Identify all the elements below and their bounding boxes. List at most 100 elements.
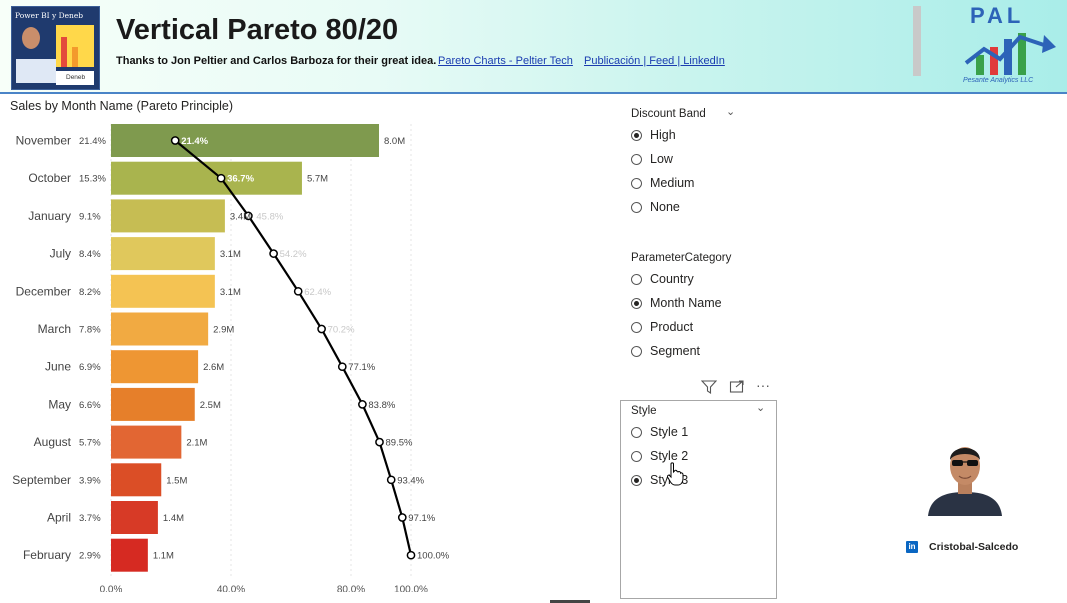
radio-label: Style 2 <box>650 449 689 463</box>
cumulative-point[interactable] <box>386 475 396 485</box>
filter-icon[interactable] <box>700 380 718 397</box>
discount-band-option[interactable]: Medium <box>631 174 694 192</box>
value-label: 2.6M <box>203 362 224 373</box>
bar[interactable] <box>111 312 209 346</box>
bar[interactable] <box>111 237 215 271</box>
cumulative-point[interactable] <box>337 362 347 372</box>
radio-label: Month Name <box>650 296 722 310</box>
cumulative-label: 93.4% <box>397 475 424 486</box>
share-label: 5.7% <box>79 438 101 449</box>
bar[interactable] <box>111 463 162 497</box>
chevron-down-icon[interactable]: ⌄ <box>726 106 736 118</box>
bar[interactable] <box>111 538 148 572</box>
discount-band-option[interactable]: High <box>631 126 676 144</box>
style-title: Style <box>631 405 657 417</box>
share-label: 15.3% <box>79 174 106 185</box>
avatar <box>928 447 1002 516</box>
bar[interactable] <box>111 387 195 421</box>
cumulative-point[interactable] <box>269 249 278 258</box>
header-divider <box>913 6 921 76</box>
page-subtitle: Thanks to Jon Peltier and Carlos Barboza… <box>116 55 437 67</box>
cumulative-label: 83.8% <box>368 400 395 411</box>
discount-band-option[interactable]: None <box>631 198 680 216</box>
logo-subtitle: Pesante Analytics LLC <box>963 77 1034 84</box>
radio-button[interactable] <box>631 474 642 486</box>
value-label: 3.1M <box>220 249 241 260</box>
value-label: 1.1M <box>153 551 174 562</box>
cumulative-label: 100.0% <box>417 551 450 562</box>
cumulative-point[interactable] <box>216 173 226 183</box>
share-label: 3.9% <box>79 475 101 486</box>
share-label: 2.9% <box>79 551 101 562</box>
bar[interactable] <box>111 199 225 233</box>
radio-button[interactable] <box>631 426 642 438</box>
radio-label: Low <box>650 152 673 166</box>
cumulative-label: 97.1% <box>408 513 435 524</box>
share-label: 9.1% <box>79 211 101 222</box>
x-tick-label: 100.0% <box>394 584 428 592</box>
cumulative-label: 70.2% <box>328 325 355 336</box>
radio-button[interactable] <box>631 153 642 165</box>
cumulative-point[interactable] <box>397 513 407 522</box>
peltier-link[interactable]: Pareto Charts - Peltier Tech <box>438 55 573 67</box>
bar[interactable] <box>111 274 215 308</box>
bar[interactable] <box>111 425 182 459</box>
cumulative-point[interactable] <box>170 136 180 145</box>
x-tick-label: 80.0% <box>337 584 365 592</box>
category-label: July <box>50 247 71 261</box>
cumulative-point[interactable] <box>358 400 367 409</box>
cumulative-point[interactable] <box>293 286 303 296</box>
radio-button[interactable] <box>631 321 642 333</box>
cumulative-label: 54.2% <box>280 249 307 260</box>
bar[interactable] <box>111 350 199 384</box>
thumbnail-bars <box>16 59 56 83</box>
cumulative-label: 89.5% <box>386 438 413 449</box>
value-label: 1.4M <box>163 513 184 524</box>
share-label: 6.6% <box>79 400 101 411</box>
radio-button[interactable] <box>631 273 642 285</box>
radio-button[interactable] <box>631 297 642 309</box>
more-options-icon[interactable]: ··· <box>756 377 770 393</box>
category-label: October <box>28 171 71 185</box>
value-label: 2.1M <box>186 438 207 449</box>
cumulative-point[interactable] <box>317 324 326 334</box>
thumbnail-image: Power BI y Deneb Deneb <box>11 6 100 90</box>
x-tick-label: 0.0% <box>100 584 123 592</box>
radio-button[interactable] <box>631 345 642 357</box>
radio-button[interactable] <box>631 177 642 189</box>
style-option[interactable]: Style 2 <box>631 447 688 465</box>
cumulative-label: 45.8% <box>256 211 283 222</box>
radio-label: Product <box>650 320 694 334</box>
linkedin-profile[interactable]: in Cristobal-Salcedo <box>906 541 1018 553</box>
focus-mode-icon[interactable] <box>729 380 745 397</box>
radio-label: Medium <box>650 176 695 190</box>
radio-label: None <box>650 200 680 214</box>
parameter-category-option[interactable]: Month Name <box>631 294 722 312</box>
page-scroll-indicator <box>550 600 590 603</box>
discount-band-option[interactable]: Low <box>631 150 673 168</box>
cumulative-point[interactable] <box>244 211 253 221</box>
parameter-category-option[interactable]: Country <box>631 270 694 288</box>
value-label: 3.1M <box>220 287 241 298</box>
cumulative-label: 21.4% <box>181 136 208 147</box>
cumulative-point[interactable] <box>406 550 416 560</box>
value-label: 2.9M <box>213 325 234 336</box>
style-option[interactable]: Style 1 <box>631 423 688 441</box>
value-label: 5.7M <box>307 174 328 185</box>
linkedin-post-link[interactable]: Publicación | Feed | LinkedIn <box>584 55 725 67</box>
radio-button[interactable] <box>631 450 642 462</box>
share-label: 21.4% <box>79 136 106 147</box>
bar[interactable] <box>111 501 158 534</box>
radio-button[interactable] <box>631 201 642 213</box>
category-label: November <box>16 134 71 148</box>
bar[interactable] <box>111 124 379 157</box>
parameter-category-title: ParameterCategory <box>631 252 732 264</box>
category-label: January <box>28 209 71 223</box>
parameter-category-option[interactable]: Segment <box>631 342 700 360</box>
radio-button[interactable] <box>631 129 642 141</box>
parameter-category-option[interactable]: Product <box>631 318 693 336</box>
cumulative-point[interactable] <box>375 437 384 447</box>
chevron-down-icon[interactable]: ⌄ <box>756 402 766 414</box>
category-label: September <box>12 473 71 487</box>
category-label: April <box>47 511 71 525</box>
